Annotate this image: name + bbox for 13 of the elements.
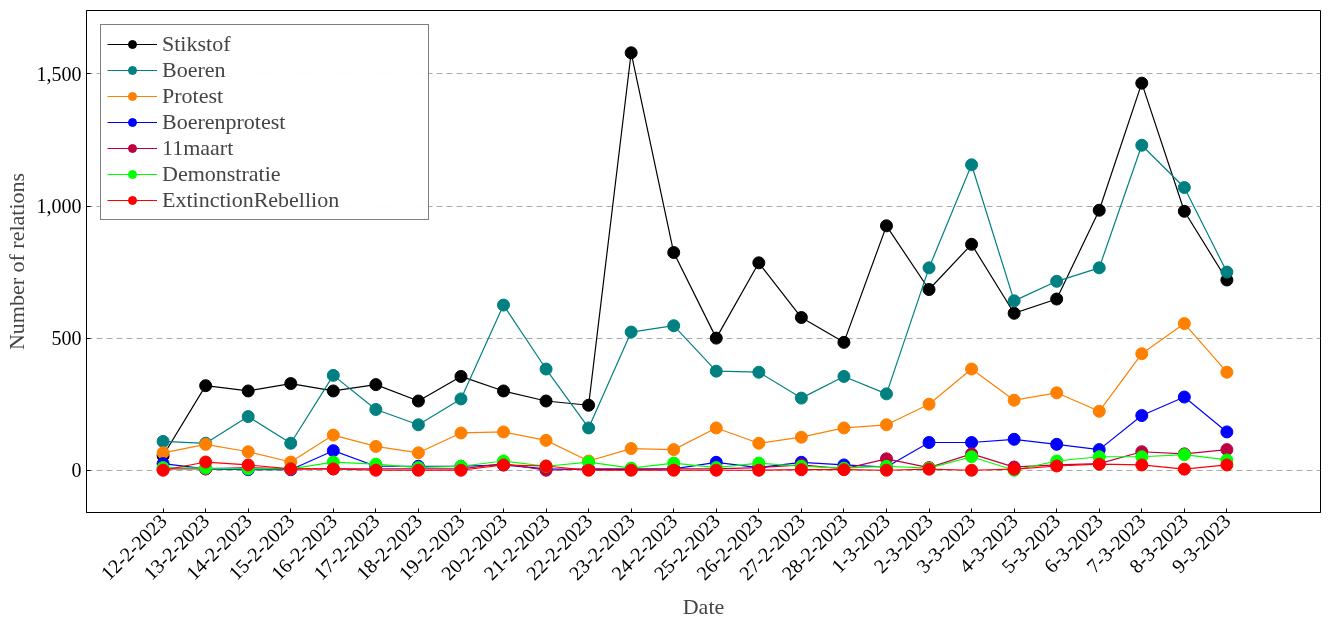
y-tick-label: 1,500: [36, 62, 82, 85]
legend-label: ExtinctionRebellion: [162, 187, 341, 213]
legend-label: Boeren: [162, 57, 227, 83]
legend-label: Stikstof: [162, 31, 232, 57]
legend-label: Boerenprotest: [162, 109, 287, 135]
y-tick-label: 0: [71, 459, 82, 482]
legend-label: Demonstratie: [162, 161, 282, 187]
legend-label: 11maart: [162, 135, 235, 161]
y-tick-label: 500: [51, 327, 82, 350]
y-axis-title: Number of relations: [3, 172, 29, 351]
x-axis-title: Date: [682, 594, 725, 620]
y-tick-label: 1,000: [36, 195, 82, 218]
legend-label: Protest: [162, 83, 225, 109]
